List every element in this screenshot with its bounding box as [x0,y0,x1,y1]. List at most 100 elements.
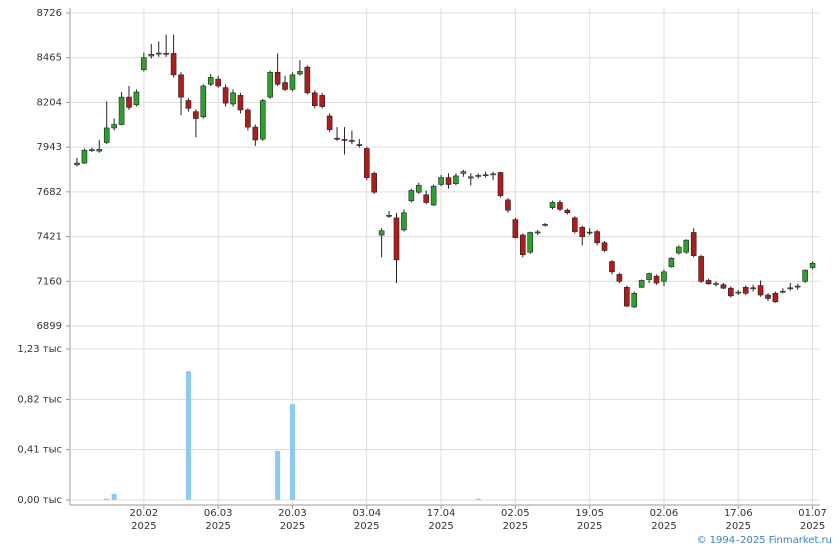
candle-body [185,100,192,109]
candle-body [378,230,385,236]
candle-body [579,227,586,238]
candle-body [787,287,794,290]
candle-body [690,232,697,256]
candle-body [267,71,273,98]
candle-body [215,78,221,87]
candle-body [349,140,355,142]
candle-body [155,52,162,55]
candle-body [564,209,571,214]
candle-body [341,139,348,141]
candle-body [423,194,430,203]
candle-body [802,269,808,282]
candle-body [141,57,147,71]
volume-bar [185,371,191,500]
candle-body [237,95,244,111]
candle-body [311,92,318,106]
candle-body [326,115,333,130]
volume-bar [275,450,281,500]
candle-body [245,109,251,128]
candle-body [430,185,437,206]
candle-body [103,127,110,143]
candle-body [475,175,482,177]
candle-body [415,185,422,193]
candle-body [148,53,155,57]
candle-body [193,111,199,119]
candle-body [512,219,519,238]
candle-body [453,175,459,184]
y-tick-label: 8204 [37,97,62,108]
y-tick-label: 7421 [37,232,62,243]
x-tick-label: 17.04 2025 [426,508,456,532]
y-tick-label: 1,23 тыс [17,344,62,355]
y-tick-label: 8726 [37,8,62,19]
candle-body [297,71,303,75]
candle-body [750,287,756,290]
candle-body [200,85,207,118]
candle-body [319,95,325,107]
candle-body [81,149,88,164]
candle-body [527,232,534,253]
volume-bar [475,498,481,500]
candle-body [460,171,467,174]
volume-bar [111,493,117,500]
candle-body [252,126,259,141]
candle-body [728,287,734,297]
candle-body [661,271,667,282]
y-tick-label: 8465 [37,53,62,64]
candle-body [631,292,638,308]
candle-body [757,285,764,296]
x-tick-label: 03.04 2025 [352,508,382,532]
candle-body [624,286,630,307]
candle-body [118,96,125,125]
candle-body [713,283,719,285]
candle-body [170,53,177,76]
candle-body [742,286,749,294]
candle-body [445,177,452,185]
candle-body [133,91,140,106]
candle-body [505,199,511,211]
candle-body [594,231,600,244]
y-tick-label: 0,41 тыс [17,445,62,456]
x-tick-label: 17.06 2025 [723,508,753,532]
candle-body [780,290,786,293]
y-tick-label: 7682 [37,187,62,198]
x-tick-label: 19.05 2025 [575,508,604,532]
candle-body [572,217,578,232]
candle-body [542,224,548,226]
candle-body [467,176,474,179]
candle-body [668,257,675,268]
candle-body [698,256,704,282]
candle-body [616,274,623,282]
candle-body [334,137,340,140]
x-tick-label: 02.06 2025 [649,508,679,532]
candle-body [601,242,608,251]
y-tick-label: 7160 [37,276,62,287]
candle-body [178,74,184,98]
x-tick-label: 06.03 2025 [203,508,233,532]
candle-body [222,87,229,104]
candle-body [720,284,727,289]
candle-body [638,280,645,288]
candle-body [534,231,541,234]
candle-body [126,96,132,108]
candle-body [809,262,816,268]
volume-bar [104,498,110,500]
candle-body [386,215,392,217]
x-tick-label: 20.03 2025 [278,508,307,532]
candle-body [259,100,266,140]
credit: © 1994–2025 Finmarket.ru [696,535,832,546]
candle-body [482,174,489,177]
candle-body [363,148,370,178]
candle-body [557,202,563,210]
candle-body [735,291,742,294]
candle-body [549,202,556,208]
volume-bar [289,404,295,500]
candle-body [497,172,504,196]
candle-body [393,217,400,261]
candle-body [683,239,690,253]
candle-body [111,124,117,129]
candle-body [794,285,801,288]
y-tick-label: 0,00 тыс [17,495,62,506]
y-tick-label: 6899 [37,321,62,332]
candle-body [207,77,214,85]
